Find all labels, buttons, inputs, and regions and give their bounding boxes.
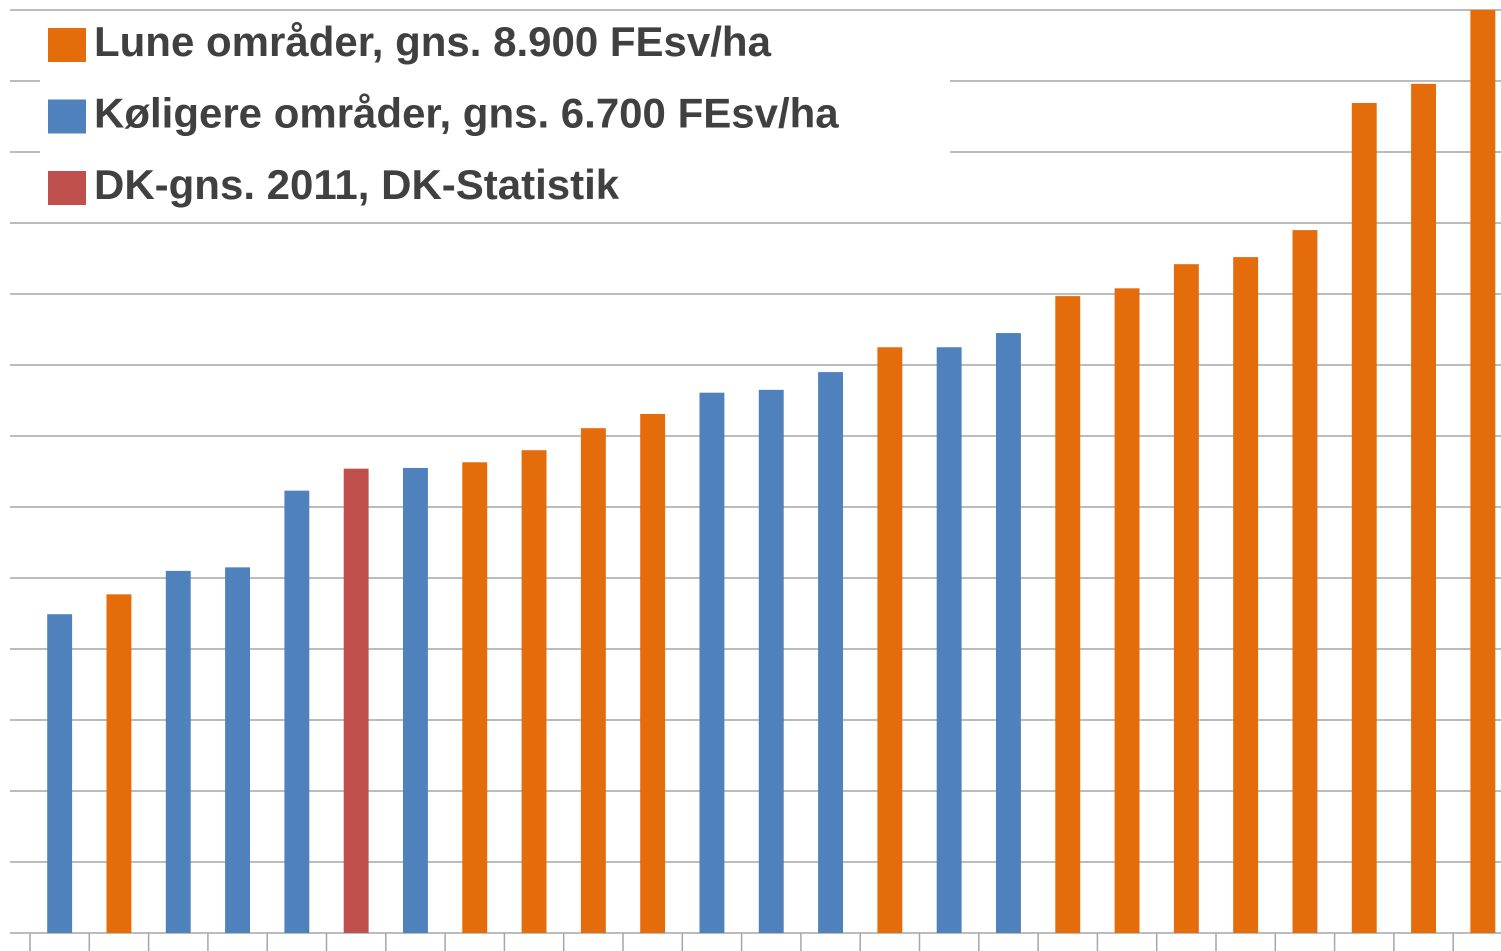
bar <box>343 468 369 933</box>
bar <box>640 413 666 933</box>
bar <box>225 567 251 933</box>
legend-label: Lune områder, gns. 8.900 FEsv/ha <box>94 18 772 65</box>
bar <box>1470 10 1496 933</box>
bar <box>1114 288 1140 933</box>
bar <box>580 428 606 933</box>
bar <box>758 389 784 934</box>
bar <box>1292 230 1318 934</box>
bar <box>995 333 1021 933</box>
legend-background <box>40 14 950 214</box>
legend-label: Køligere områder, gns. 6.700 FEsv/ha <box>94 90 839 137</box>
bar <box>1233 257 1259 934</box>
legend-swatch <box>48 99 86 134</box>
bar <box>47 614 73 933</box>
legend-swatch <box>48 28 86 62</box>
bar <box>521 450 547 933</box>
bar <box>284 490 310 933</box>
bar <box>1055 296 1081 933</box>
bar <box>165 570 191 933</box>
bar <box>462 462 488 933</box>
bar <box>936 347 962 933</box>
bar <box>1173 264 1199 933</box>
bar <box>1411 83 1437 934</box>
bar <box>818 372 844 934</box>
bar <box>106 594 132 933</box>
legend-label: DK-gns. 2011, DK-Statistik <box>94 161 620 208</box>
legend-swatch <box>48 171 86 205</box>
bar <box>402 467 428 933</box>
bar <box>699 392 725 933</box>
bar <box>877 347 903 933</box>
bar <box>1351 103 1377 933</box>
